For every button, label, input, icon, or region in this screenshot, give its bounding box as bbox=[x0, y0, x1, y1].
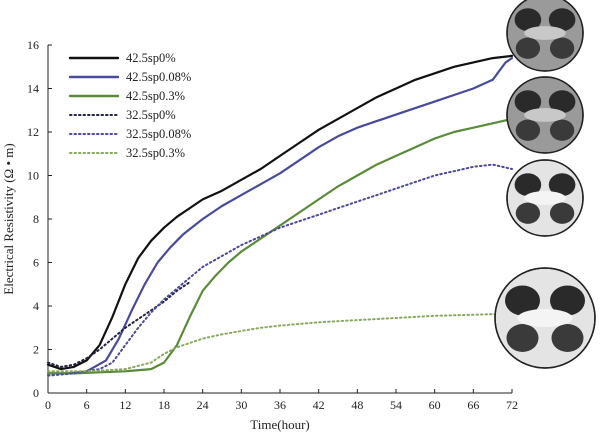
dark-region bbox=[548, 173, 576, 197]
cross-section-outline bbox=[506, 76, 584, 154]
y-tick-label: 16 bbox=[27, 38, 39, 52]
x-tick-label: 54 bbox=[390, 398, 402, 412]
dark-region bbox=[548, 90, 576, 114]
dark-region bbox=[506, 324, 539, 352]
legend-label: 42.5sp0.3% bbox=[126, 89, 185, 103]
x-ticks: 0 6 12 18 24 30 36 42 48 54 60 66 72 bbox=[45, 389, 518, 412]
y-tick-label: 6 bbox=[33, 256, 39, 270]
dark-region bbox=[514, 90, 542, 114]
legend-label: 32.5sp0% bbox=[126, 108, 176, 122]
series-lines bbox=[46, 54, 514, 377]
x-tick-label: 60 bbox=[429, 398, 441, 412]
x-tick-label: 42 bbox=[313, 398, 325, 412]
x-tick-label: 6 bbox=[84, 398, 90, 412]
series-line-1 bbox=[46, 54, 514, 371]
y-ticks: 0 2 4 6 8 10 12 14 16 bbox=[27, 38, 52, 400]
y-tick-label: 4 bbox=[33, 299, 39, 313]
light-band bbox=[517, 309, 573, 327]
cross-section-outline bbox=[506, 0, 584, 72]
x-tick-label: 48 bbox=[351, 398, 363, 412]
cross-section-images bbox=[494, 0, 596, 369]
y-tick-label: 8 bbox=[33, 212, 39, 226]
cross-section-2 bbox=[506, 76, 584, 154]
x-tick-label: 66 bbox=[467, 398, 479, 412]
y-tick-label: 0 bbox=[33, 386, 39, 400]
light-band bbox=[524, 26, 566, 40]
cross-section-1 bbox=[506, 0, 584, 72]
y-tick-label: 14 bbox=[27, 82, 39, 96]
dark-region bbox=[515, 119, 541, 141]
x-tick-label: 36 bbox=[274, 398, 286, 412]
dark-region bbox=[505, 285, 540, 316]
legend: 42.5sp0% 42.5sp0.08% 42.5sp0.3% 32.5sp0% 32.… bbox=[68, 51, 191, 160]
y-tick-label: 12 bbox=[27, 125, 39, 139]
x-tick-label: 30 bbox=[235, 398, 247, 412]
series-line-2 bbox=[46, 57, 514, 375]
light-band bbox=[524, 191, 566, 205]
dark-region bbox=[549, 119, 575, 141]
dark-region bbox=[551, 324, 584, 352]
legend-label: 32.5sp0.3% bbox=[126, 146, 185, 160]
cross-section-outline bbox=[494, 267, 596, 369]
y-tick-label: 10 bbox=[27, 169, 39, 183]
dark-region bbox=[548, 8, 576, 32]
cross-section-3 bbox=[506, 159, 584, 237]
dark-region bbox=[515, 37, 541, 59]
x-tick-label: 18 bbox=[158, 398, 170, 412]
dark-region bbox=[549, 37, 575, 59]
light-band bbox=[524, 108, 566, 122]
dark-region bbox=[550, 285, 585, 316]
dark-region bbox=[514, 8, 542, 32]
series-line-4 bbox=[47, 281, 191, 368]
dark-region bbox=[549, 202, 575, 224]
x-tick-label: 0 bbox=[45, 398, 51, 412]
x-axis-title: Time(hour) bbox=[250, 417, 309, 432]
cross-section-outline bbox=[506, 159, 584, 237]
dark-region bbox=[515, 202, 541, 224]
series-line-5 bbox=[47, 163, 513, 377]
x-tick-label: 72 bbox=[506, 398, 518, 412]
legend-label: 42.5sp0.08% bbox=[126, 70, 191, 84]
dark-region bbox=[514, 173, 542, 197]
y-axis-title: Electrical Resistivity (Ω • m) bbox=[1, 143, 16, 294]
series-line-6 bbox=[47, 312, 513, 373]
legend-label: 32.5sp0.08% bbox=[126, 127, 191, 141]
cross-section-4 bbox=[494, 267, 596, 369]
legend-label: 42.5sp0% bbox=[126, 51, 176, 65]
x-tick-label: 12 bbox=[119, 398, 131, 412]
x-tick-label: 24 bbox=[197, 398, 209, 412]
y-tick-label: 2 bbox=[33, 343, 39, 357]
